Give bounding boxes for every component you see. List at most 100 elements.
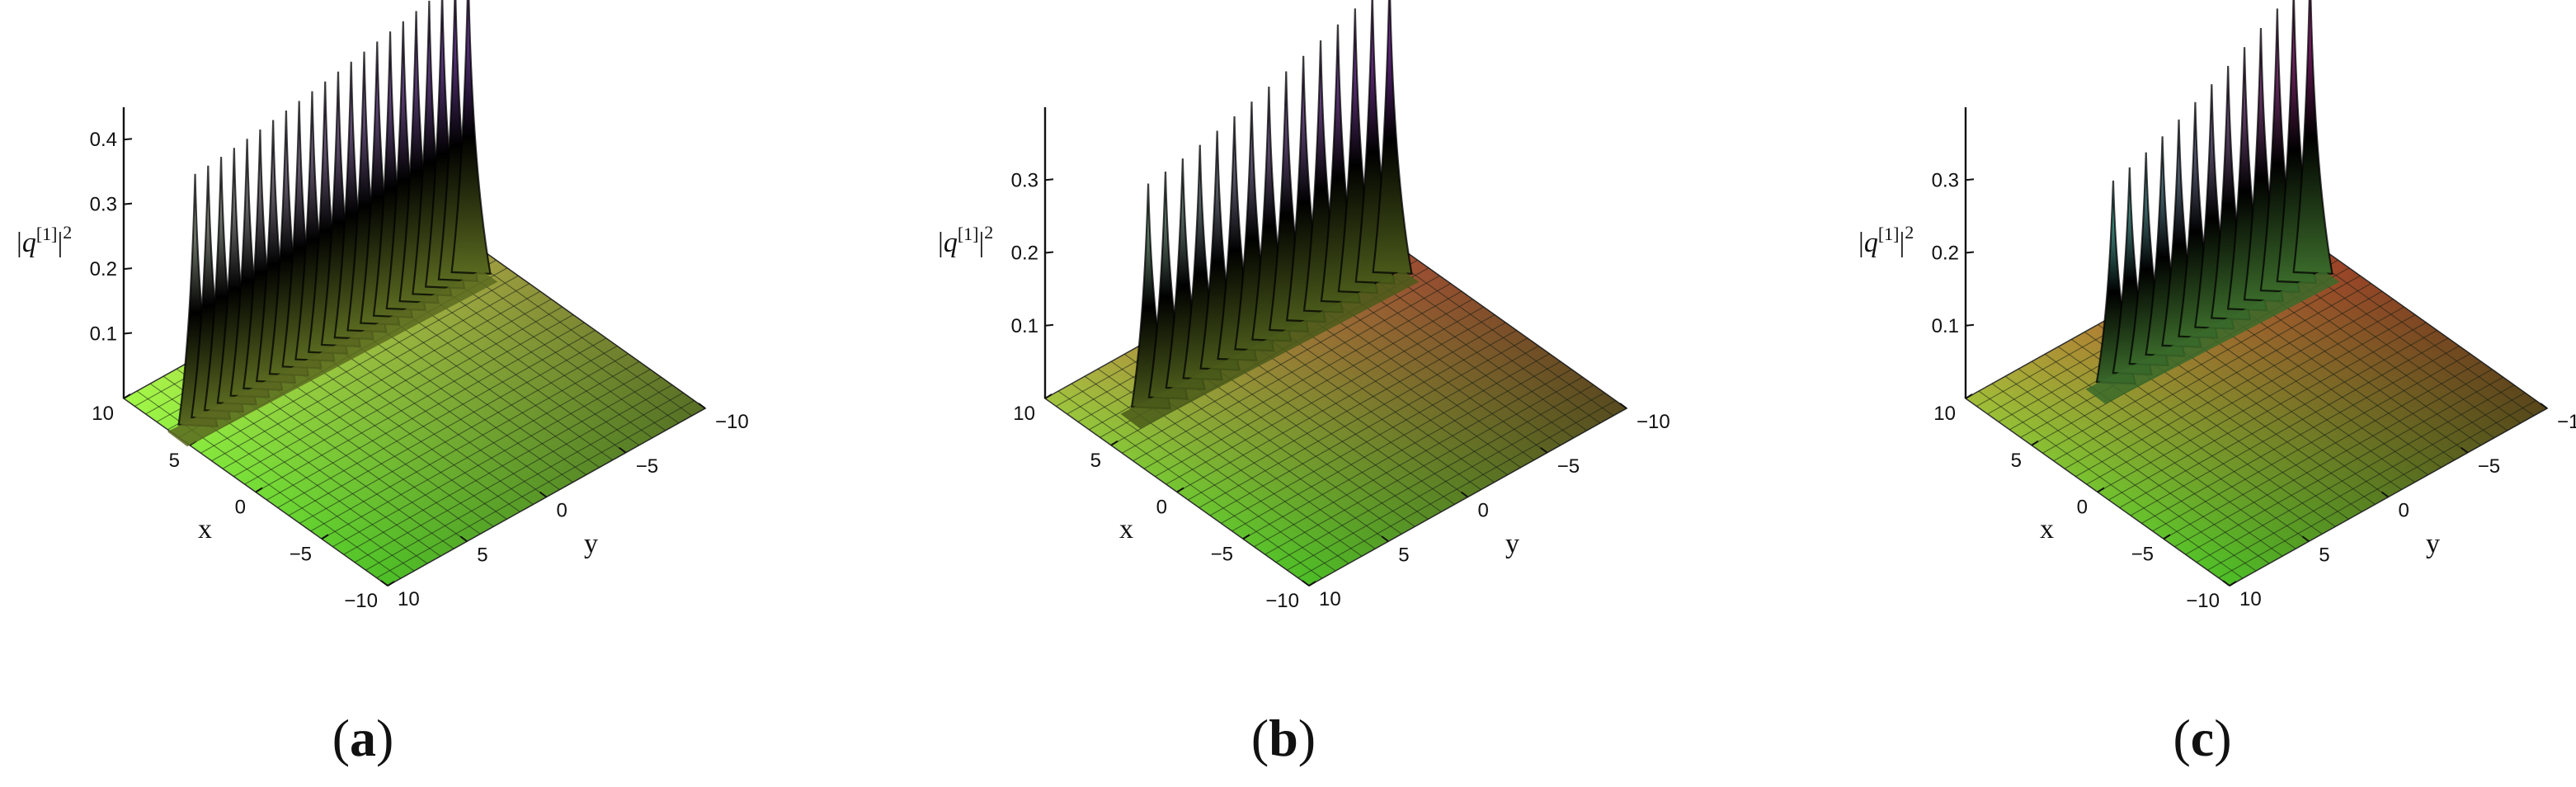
soliton-peaks xyxy=(1120,0,1420,429)
z-tick-label: 0.3 xyxy=(90,194,117,216)
caption-c-letter: c xyxy=(2191,709,2214,767)
z-tick-label: 0.1 xyxy=(90,323,117,346)
y-tick-label: 0 xyxy=(557,500,567,522)
y-tick-label: −10 xyxy=(715,411,749,433)
caption-b-letter: b xyxy=(1269,709,1298,767)
y-tick xyxy=(2301,535,2310,543)
z-tick xyxy=(123,202,133,205)
grid-line xyxy=(2196,384,2515,563)
y-tick xyxy=(1302,580,1310,587)
panel-c: 0.1 0.2 0.3 |q[1]|2 10 5 0 −5 −10 x 10 5 0 −5 −10 y xyxy=(1858,0,2576,612)
x-tick xyxy=(387,581,395,587)
x-tick-label: 0 xyxy=(235,497,246,519)
grid-line xyxy=(365,392,684,571)
z-tick xyxy=(1965,178,1975,181)
z-tick xyxy=(1965,251,1975,254)
x-tick-label: −5 xyxy=(290,543,312,565)
x-axis-label: x xyxy=(1119,514,1133,544)
caption-a: (a) xyxy=(332,709,394,767)
y-tick xyxy=(2461,446,2469,454)
z-tick xyxy=(1965,323,1975,327)
z-tick xyxy=(123,267,133,271)
grid-line xyxy=(1287,392,1605,571)
y-tick-label: −10 xyxy=(1636,411,1670,433)
y-tick xyxy=(1540,446,1548,454)
x-tick xyxy=(1176,487,1184,493)
y-tick-label: 5 xyxy=(1398,544,1409,566)
y-axis-label: y xyxy=(1505,529,1519,559)
panel-a: 0.1 0.2 0.3 0.4 |q[1]|2 10 5 0 −5 −10 x 10 5 0 −5 −10 y xyxy=(16,0,749,612)
z-tick xyxy=(123,332,133,335)
x-tick-label: 0 xyxy=(1156,497,1167,519)
y-tick-label: 5 xyxy=(2319,544,2329,566)
y-tick xyxy=(1619,403,1627,409)
soliton-peak xyxy=(2292,0,2333,276)
y-tick-label: 0 xyxy=(2399,500,2409,522)
z-tick xyxy=(1044,178,1054,181)
z-axis-label: |q[1]|2 xyxy=(16,222,72,258)
ridge-base xyxy=(167,270,498,447)
y-axis-label: y xyxy=(584,529,598,559)
y-tick-label: −10 xyxy=(2557,411,2576,433)
y-tick xyxy=(380,580,389,587)
grid-line xyxy=(1297,400,1616,579)
grid-line xyxy=(2218,400,2536,579)
y-tick xyxy=(1460,491,1469,498)
x-tick xyxy=(1044,394,1053,399)
x-tick-label: −10 xyxy=(1265,590,1299,612)
y-tick xyxy=(539,491,548,498)
x-tick xyxy=(123,394,131,399)
y-tick-label: 0 xyxy=(1478,500,1489,522)
x-tick xyxy=(1965,394,1973,399)
x-tick-label: −5 xyxy=(2131,543,2154,565)
x-tick-label: 5 xyxy=(1090,450,1101,472)
ridge-base xyxy=(2085,270,2340,404)
z-tick xyxy=(1044,323,1054,327)
soliton-peak xyxy=(1372,0,1413,276)
z-tick-label: 0.2 xyxy=(90,258,117,280)
z-tick-label: 0.2 xyxy=(1932,243,1959,265)
y-tick xyxy=(459,535,468,543)
y-tick-label: 10 xyxy=(2239,588,2262,610)
x-tick xyxy=(255,487,263,493)
x-axis-label: x xyxy=(198,514,212,544)
y-tick xyxy=(2540,403,2548,409)
y-tick xyxy=(2222,580,2230,587)
x-tick-label: −10 xyxy=(344,590,378,612)
grid-line xyxy=(1275,384,1594,563)
grid-line xyxy=(354,384,673,563)
y-tick xyxy=(1381,535,1389,543)
ridge-base xyxy=(1120,270,1420,429)
y-tick-label: −5 xyxy=(636,455,658,478)
y-tick-label: 10 xyxy=(1319,588,1341,610)
z-tick-label: 0.4 xyxy=(90,129,117,151)
soliton-peaks xyxy=(2085,0,2340,404)
x-tick xyxy=(2229,581,2237,587)
z-tick-label: 0.2 xyxy=(1011,243,1038,265)
z-tick-label: 0.1 xyxy=(1011,315,1038,337)
x-tick xyxy=(2163,534,2171,540)
x-tick-label: 5 xyxy=(2011,450,2022,472)
z-tick-label: 0.3 xyxy=(1011,169,1038,191)
soliton-peak xyxy=(450,0,492,276)
y-axis-label: y xyxy=(2426,529,2440,559)
y-tick-label: 5 xyxy=(477,544,487,566)
y-tick xyxy=(619,446,627,454)
x-tick-label: 0 xyxy=(2077,497,2088,519)
x-tick-label: 10 xyxy=(1933,403,1956,425)
z-tick-label: 0.3 xyxy=(1932,169,1959,191)
panel-b: 0.1 0.2 0.3 |q[1]|2 10 5 0 −5 −10 x 10 5 0 −5 −10 y xyxy=(938,0,1670,612)
x-tick xyxy=(321,534,329,540)
y-tick-label: −5 xyxy=(1557,455,1580,478)
caption-c: (c) xyxy=(2173,709,2231,767)
y-tick-label: 10 xyxy=(398,588,420,610)
grid-line xyxy=(2207,392,2526,571)
x-tick xyxy=(2097,487,2105,493)
x-tick xyxy=(1242,534,1250,540)
z-tick xyxy=(1044,251,1054,254)
x-tick-label: 5 xyxy=(169,450,180,472)
soliton-peaks xyxy=(167,0,498,447)
x-tick xyxy=(1110,440,1118,446)
y-tick xyxy=(2381,491,2390,498)
x-tick-label: 10 xyxy=(92,403,114,425)
